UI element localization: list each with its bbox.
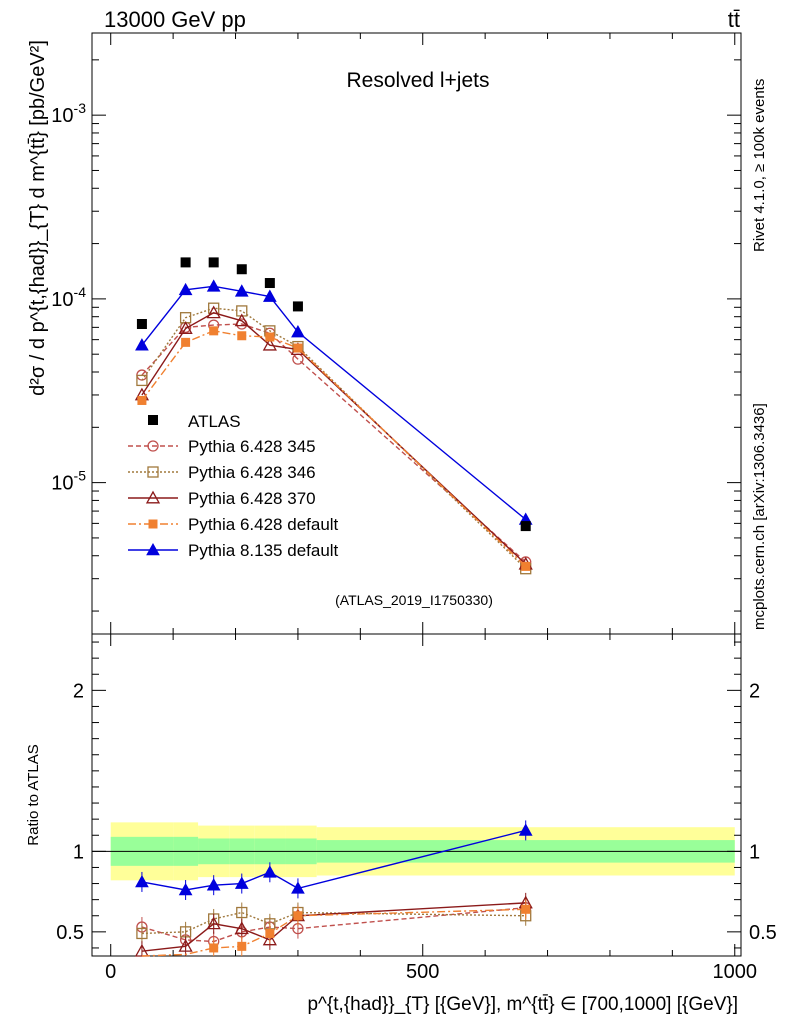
ratio-point-1-0 [136,927,148,940]
legend-label-4: Pythia 8.135 default [188,541,339,560]
reference-point-6 [520,521,531,532]
legend-label-3: Pythia 6.428 default [188,515,339,534]
ratio-point-3-2 [209,943,219,953]
ratio-point-2-2 [206,916,221,930]
watermark: (ATLAS_2019_I1750330) [335,592,493,608]
legend-marker-1 [147,466,159,478]
ratio-line-2 [141,902,526,952]
ratio-line-0 [141,907,526,943]
ratio-point-3-5 [293,911,303,921]
ratio-point-3-6 [521,904,531,914]
series-point-2-3 [234,313,249,327]
legend-label-1: Pythia 6.428 346 [188,463,316,482]
series-point-1-0 [136,374,148,387]
ratio-bands [92,822,741,881]
legend: ATLAS Pythia 6.428 345 Pythia 6.428 346 Pyt… [128,412,339,560]
legend-marker-0 [147,440,159,452]
ratio-point-2-4 [262,932,277,946]
series-line-0 [141,323,527,563]
ratio-point-4-2 [206,878,221,891]
ratio-tick-label: 0.5 [56,922,84,944]
series-point-2-1 [178,321,193,334]
ratio-tick-label: 2 [73,680,84,702]
y-tick-label: 10-5 [51,468,86,495]
legend-marker-4 [146,542,160,556]
y-tick-label: 10-3 [51,100,86,127]
x-tick-label: 500 [406,961,439,983]
legend-marker-reference [148,415,158,425]
series-point-3-0 [137,395,147,405]
main-series [134,257,533,575]
ratio-series [134,820,533,957]
legend-label-2: Pythia 6.428 370 [188,489,316,508]
series-point-4-5 [291,325,305,338]
series-point-2-2 [206,305,221,319]
legend-label-reference: ATLAS [188,412,241,431]
series-point-3-1 [181,337,191,347]
reference-point-4 [264,278,275,289]
legend-label-0: Pythia 6.428 345 [188,437,316,456]
ratio-point-4-1 [178,882,193,896]
y-tick-label: 10-4 [51,284,86,311]
ratio-tick-label: 1 [73,841,84,863]
series-point-4-3 [234,284,249,297]
ratio-point-4-4 [263,865,277,878]
series-point-3-4 [265,332,275,342]
ratio-point-3-3 [237,941,247,951]
ratio-point-4-0 [135,874,149,888]
series-point-2-4 [262,337,277,351]
header-right: tt̄ [728,7,740,32]
ratio-point-4-3 [234,876,249,889]
ratio-point-4-6 [518,823,533,836]
ratio-point-4-5 [291,881,305,894]
reference-point-1 [180,257,191,268]
series-point-3-2 [209,326,219,336]
ratio-point-3-4 [265,928,275,938]
x-axis-label: p^{t,{had}}_{T} [{GeV}], m^{tt̄} ∈ [700,… [307,994,738,1015]
series-point-3-6 [521,561,531,571]
axes: 0 500 1000 10-5 10-4 10-3 0.5 0.5 1 1 2 2 [51,33,777,983]
reference-point-0 [136,319,147,330]
ratio-line-1 [141,911,526,935]
ratio-point-1-3 [236,906,248,919]
ratio-point-2-1 [178,939,193,952]
x-tick-label: 1000 [713,961,758,983]
x-tick-label: 0 [105,961,116,983]
header-left: 13000 GeV pp [104,7,246,32]
ratio-line-3 [141,908,526,957]
ratio-plot-frame [91,633,742,957]
legend-marker-2 [145,490,161,504]
ratio-point-2-3 [234,921,249,935]
chart-title: Resolved l+jets [347,69,490,92]
side-label-bottom: mcplots.cern.ch [arXiv:1306.3436] [751,403,768,630]
ratio-tick-label-right: 2 [749,680,760,702]
ratio-tick-label-right: 1 [749,841,760,863]
side-label-top: Rivet 4.1.0, ≥ 100k events [751,79,768,252]
series-point-3-5 [293,343,303,353]
legend-marker-3 [148,519,158,529]
series-point-3-3 [237,331,247,341]
reference-point-2 [208,257,219,268]
series-point-4-1 [178,282,193,296]
ratio-tick-label-right: 0.5 [749,922,777,944]
reference-point-3 [236,264,247,275]
reference-point-5 [292,301,303,312]
series-point-4-2 [206,279,221,292]
y-axis-label: d²σ / d p^{t,{had}}_{T} d m^{tt̄} [pb/Ge… [27,40,49,396]
ratio-y-axis-label: Ratio to ATLAS [25,744,42,845]
series-point-4-0 [135,338,149,351]
series-point-4-4 [263,289,277,302]
